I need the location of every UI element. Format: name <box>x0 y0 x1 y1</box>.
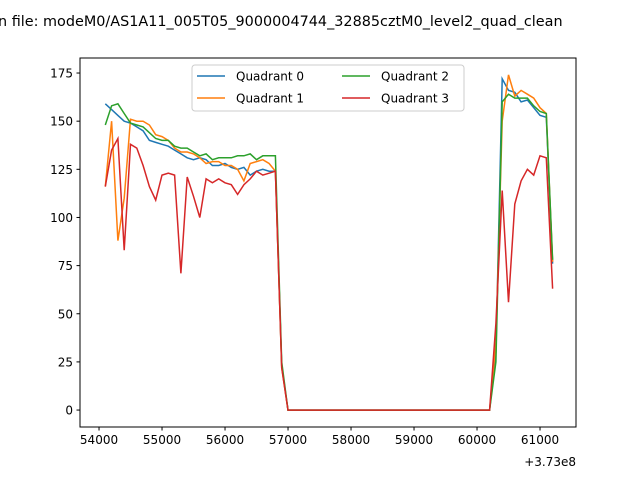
y-tick-label: 75 <box>58 259 73 273</box>
x-axis: 54000 55000 56000 57000 58000 59000 60000 61000 <box>80 427 559 447</box>
y-tick-label: 25 <box>58 355 73 369</box>
x-tick-label: 56000 <box>206 433 244 447</box>
y-tick-label: 150 <box>50 115 73 129</box>
legend-label: Quadrant 1 <box>236 92 304 106</box>
x-offset-label: +3.73e8 <box>524 455 576 469</box>
y-tick-label: 175 <box>50 67 73 81</box>
series-line-quadrant-2 <box>104 93 554 411</box>
x-tick-label: 59000 <box>395 433 433 447</box>
y-tick-label: 100 <box>50 211 73 225</box>
chart-title: n file: modeM0/AS1A11_005T05_9000004744_… <box>0 14 563 30</box>
legend-label: Quadrant 0 <box>236 70 304 84</box>
series-line-quadrant-1 <box>104 74 554 411</box>
legend-label: Quadrant 2 <box>381 70 449 84</box>
series-line-quadrant-3 <box>104 135 554 411</box>
x-tick-label: 58000 <box>332 433 370 447</box>
legend-box <box>191 64 465 112</box>
x-tick-label: 60000 <box>458 433 496 447</box>
x-tick-label: 54000 <box>80 433 118 447</box>
legend-label: Quadrant 3 <box>381 92 449 106</box>
x-tick-label: 55000 <box>143 433 181 447</box>
axes-frame <box>79 57 577 428</box>
x-tick-label: 61000 <box>521 433 559 447</box>
y-axis: 0 25 50 75 100 125 150 175 <box>50 67 80 418</box>
y-tick-label: 125 <box>50 163 73 177</box>
y-tick-label: 50 <box>58 307 73 321</box>
y-tick-label: 0 <box>65 404 73 418</box>
legend: Quadrant 0 Quadrant 1 Quadrant 2 Quadrant 3 <box>191 64 465 112</box>
series-line-quadrant-0 <box>104 75 554 411</box>
x-tick-label: 57000 <box>269 433 307 447</box>
plot-area <box>104 74 554 411</box>
